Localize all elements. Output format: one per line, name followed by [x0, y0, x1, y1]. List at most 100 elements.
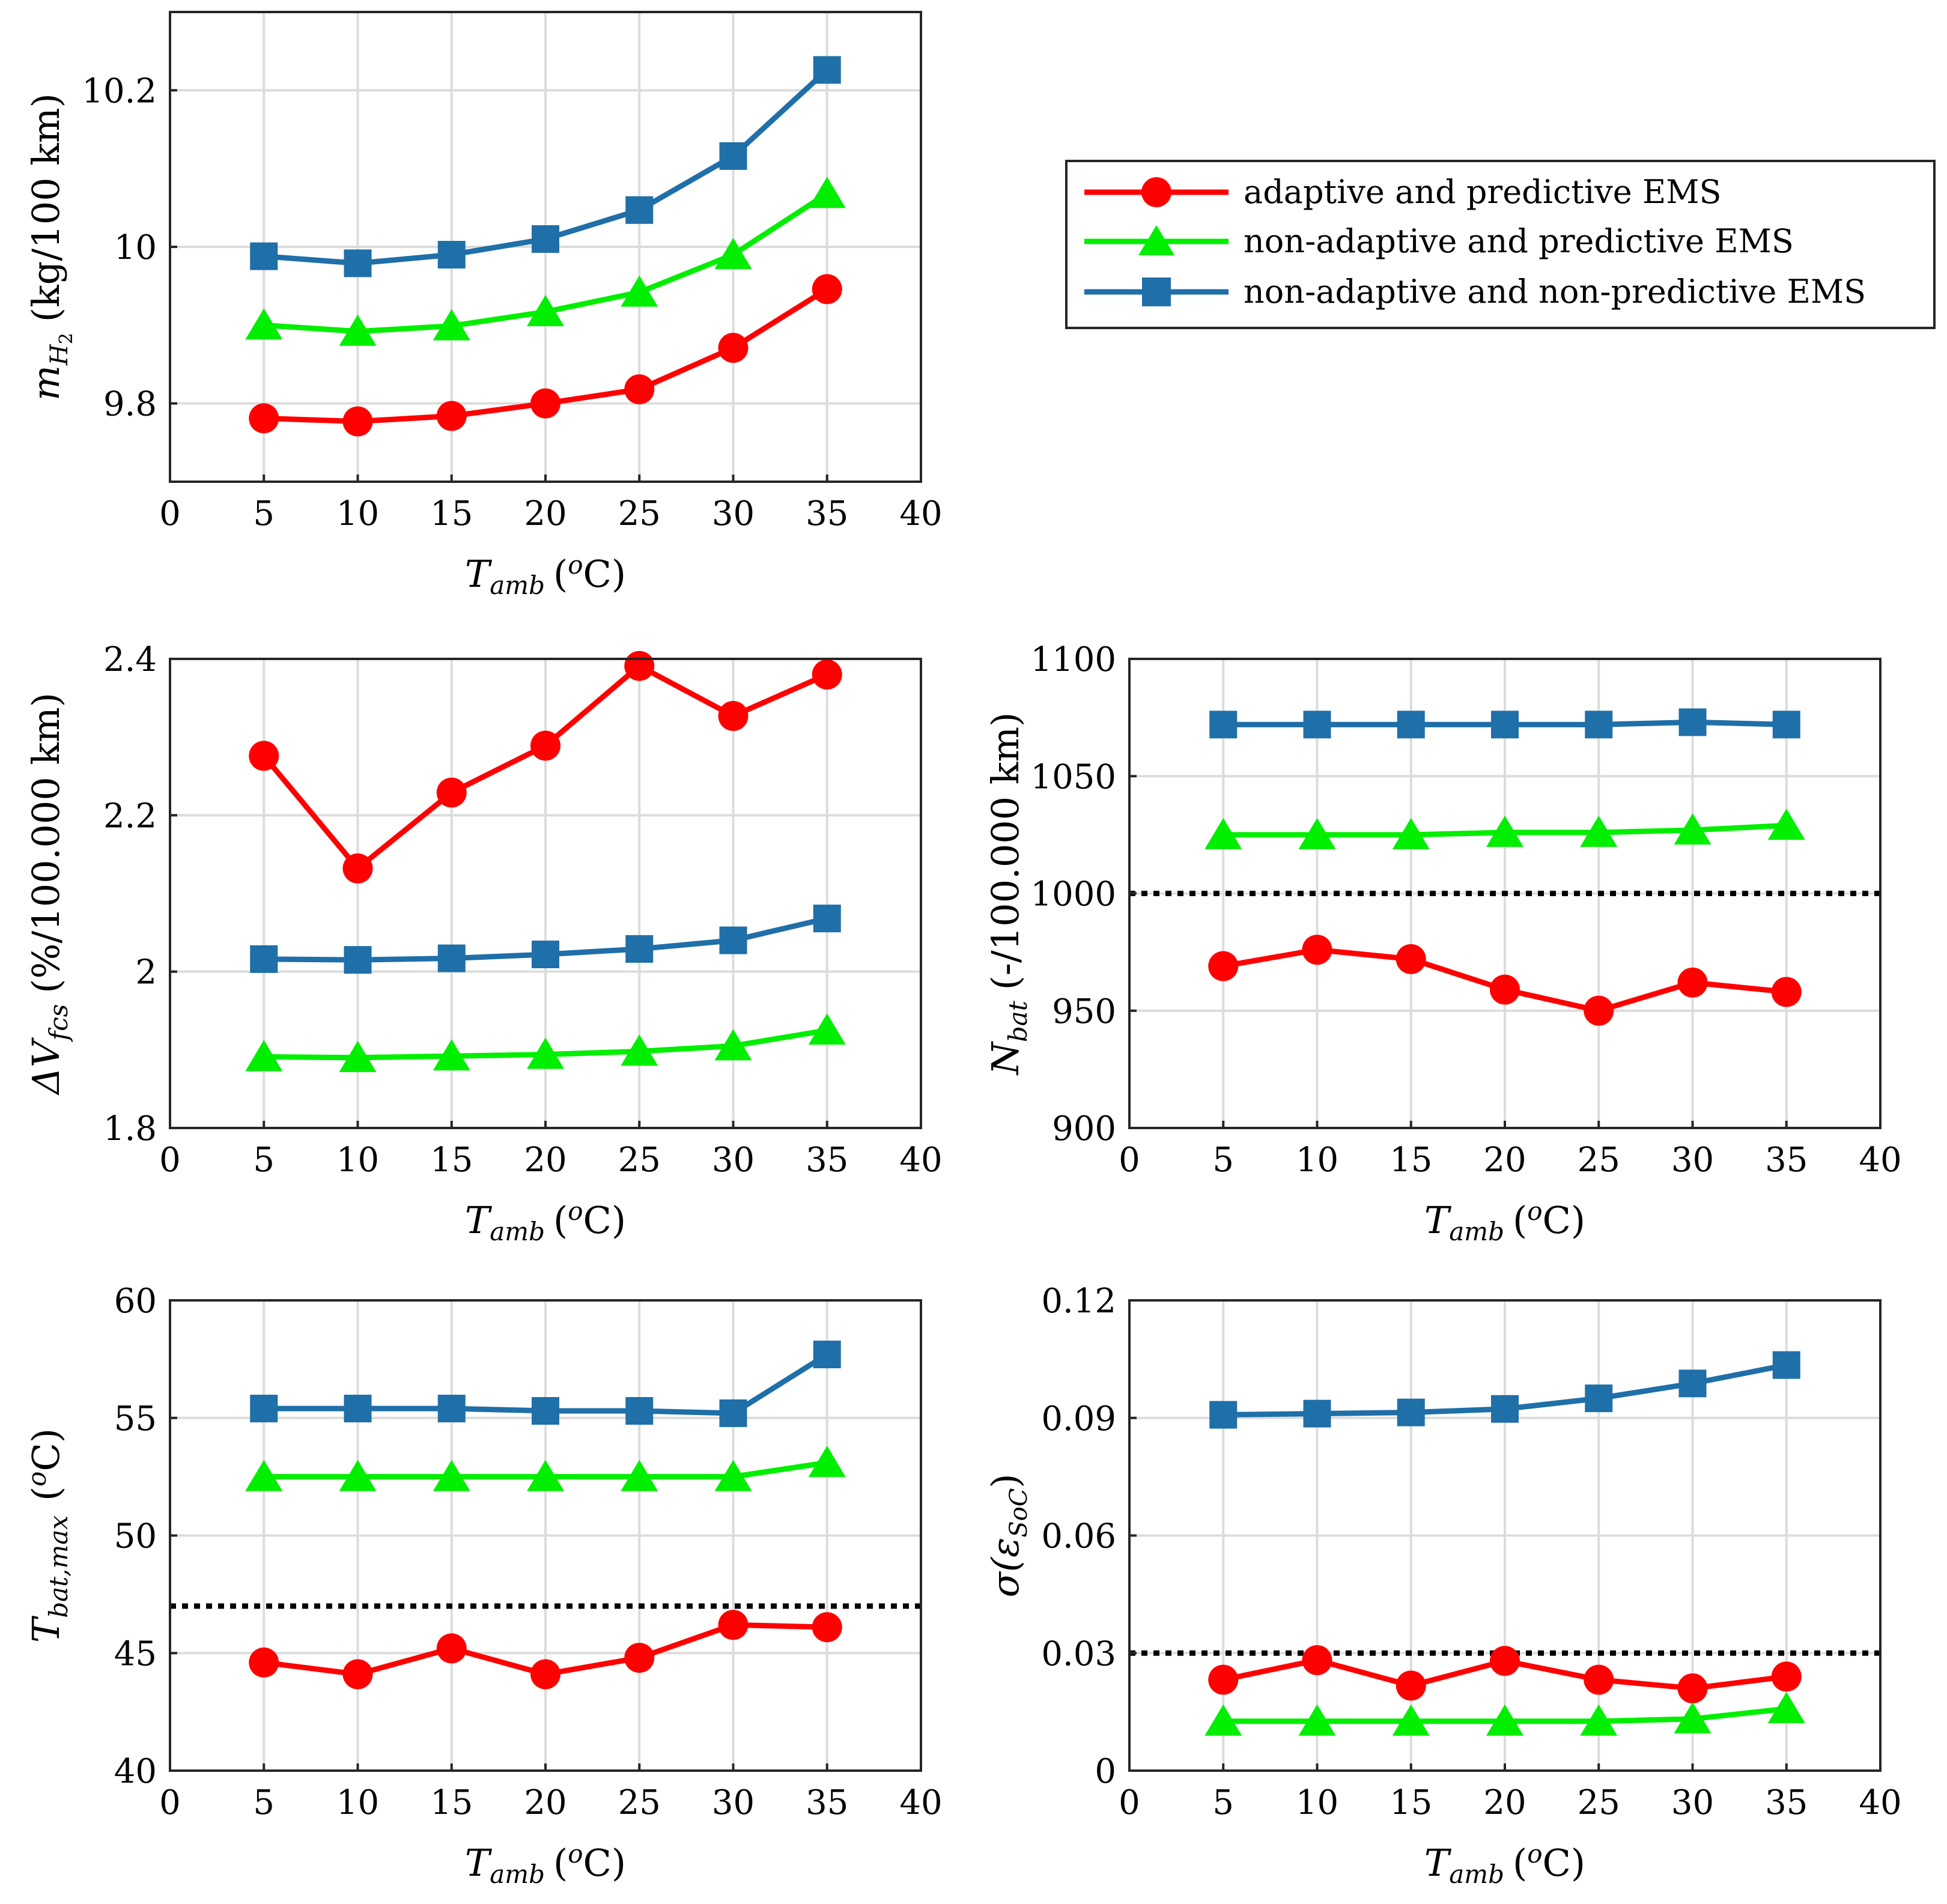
series-nonadaptive-nonpredictive [250, 1341, 841, 1427]
x-tick-label: 5 [1212, 1141, 1234, 1180]
x-tick-label: 15 [1390, 1783, 1432, 1822]
square-marker [532, 941, 559, 969]
square-marker [1397, 1398, 1425, 1426]
x-tick-label: 15 [430, 1141, 473, 1180]
x-tick-label: 20 [1483, 1141, 1526, 1180]
square-marker [250, 242, 278, 270]
y-tick-label: 1100 [1030, 640, 1116, 679]
square-marker [719, 926, 747, 954]
x-tick-label: 0 [1119, 1141, 1140, 1180]
x-tick-label: 15 [430, 1783, 473, 1822]
circle-marker [1584, 995, 1614, 1026]
square-marker [250, 1395, 278, 1423]
y-tick-label: 900 [1052, 1109, 1116, 1148]
series-nonadaptive-nonpredictive [250, 905, 841, 974]
square-marker-icon [1142, 277, 1171, 306]
y-tick-label: 1000 [1030, 875, 1116, 914]
square-marker [1491, 711, 1519, 739]
series-nonadaptive-predictive [245, 1446, 846, 1491]
x-tick-label: 30 [712, 494, 755, 533]
square-marker [813, 905, 841, 933]
series-nonadaptive-predictive [245, 177, 846, 346]
triangle-marker-icon [1138, 225, 1174, 255]
x-tick-label: 35 [806, 494, 848, 533]
circle-marker [1396, 1670, 1426, 1701]
circle-marker [1490, 1646, 1520, 1676]
y-axis-label: ΔVfcs(%/100.000 km) [24, 693, 73, 1096]
circle-marker [342, 1659, 373, 1690]
triangle-marker [1392, 1704, 1430, 1736]
circle-marker [1771, 1661, 1802, 1692]
x-tick-label: 30 [1671, 1141, 1714, 1180]
y-tick-label: 45 [114, 1634, 157, 1673]
y-tick-label: 55 [114, 1399, 157, 1439]
y-tick-label: 0.03 [1041, 1634, 1116, 1673]
circle-marker [249, 741, 279, 771]
x-tick-label: 0 [1119, 1783, 1140, 1822]
x-tick-label: 35 [806, 1141, 848, 1180]
circle-marker [530, 1659, 560, 1690]
x-tick-label: 0 [159, 494, 181, 533]
series-nonadaptive-nonpredictive [1209, 1351, 1800, 1429]
square-marker [437, 944, 466, 972]
circle-marker [1584, 1664, 1614, 1695]
y-axis-label: σ(εSoC) [983, 1473, 1033, 1597]
x-tick-label: 30 [1671, 1783, 1714, 1822]
x-tick-label: 10 [1296, 1783, 1338, 1822]
square-marker [1678, 708, 1707, 736]
series-nonadaptive-predictive [1204, 1691, 1805, 1736]
triangle-marker [1486, 815, 1523, 847]
y-axis-label: mH2(kg/100 km) [24, 93, 77, 401]
square-marker [1209, 1401, 1238, 1429]
x-tick-label: 10 [336, 1783, 379, 1822]
series-adaptive-predictive [249, 274, 842, 437]
square-marker [532, 225, 559, 253]
circle-marker [530, 388, 560, 419]
x-tick-label: 20 [524, 1783, 566, 1822]
series-adaptive-predictive [1208, 1645, 1802, 1703]
chart-fuel-cell-degradation: 0 5 10 15 20 25 30 35 40 1.8 2 2.2 2.4 Tamb (oC) ΔVfc… [24, 640, 943, 1246]
circle-marker [436, 401, 467, 431]
legend: adaptive and predictive EMS non-adaptive… [1065, 160, 1936, 329]
chart-soc-error-std: 0 5 10 15 20 25 30 35 40 0 0.03 0.06 0.09 0.12 Tamb (o… [983, 1282, 1902, 1889]
circle-marker [624, 1643, 655, 1673]
y-tick-label: 40 [114, 1752, 157, 1791]
y-tick-label: 0.06 [1041, 1517, 1116, 1556]
legend-label: non-adaptive and predictive EMS [1244, 222, 1794, 260]
square-marker [437, 241, 466, 269]
legend-entry-adaptive-predictive: adaptive and predictive EMS [1084, 173, 1722, 211]
circle-marker [1677, 967, 1708, 998]
x-tick-label: 40 [899, 1783, 942, 1822]
x-tick-label: 25 [1578, 1141, 1620, 1180]
legend-box [1065, 160, 1936, 329]
x-tick-label: 10 [1296, 1141, 1338, 1180]
circle-marker [342, 406, 373, 437]
y-tick-label: 2 [135, 953, 157, 992]
square-marker [1772, 1351, 1800, 1379]
square-marker [1585, 711, 1613, 739]
legend-label: adaptive and predictive EMS [1244, 173, 1722, 211]
square-marker [344, 1395, 372, 1423]
y-tick-label: 2.2 [103, 796, 157, 835]
triangle-marker [1392, 817, 1430, 849]
x-tick-label: 20 [1483, 1783, 1526, 1822]
y-tick-label: 1050 [1030, 757, 1116, 796]
square-marker [1303, 1399, 1331, 1428]
triangle-marker [433, 309, 470, 341]
triangle-marker [808, 177, 846, 208]
y-tick-label: 60 [114, 1282, 157, 1321]
legend-entry-nonadaptive-nonpredictive: non-adaptive and non-predictive EMS [1084, 273, 1866, 311]
triangle-marker [339, 314, 377, 346]
triangle-marker [1298, 817, 1336, 849]
square-marker [344, 946, 372, 974]
triangle-marker [1204, 817, 1242, 849]
series-nonadaptive-nonpredictive [1209, 708, 1800, 739]
x-tick-label: 30 [712, 1141, 755, 1180]
x-tick-label: 25 [618, 1141, 661, 1180]
triangle-marker [1580, 1704, 1618, 1736]
square-marker [1209, 711, 1238, 739]
y-tick-label: 9.8 [103, 385, 157, 424]
triangle-marker [714, 1460, 752, 1491]
square-marker [813, 1341, 841, 1369]
square-marker [719, 1399, 747, 1427]
